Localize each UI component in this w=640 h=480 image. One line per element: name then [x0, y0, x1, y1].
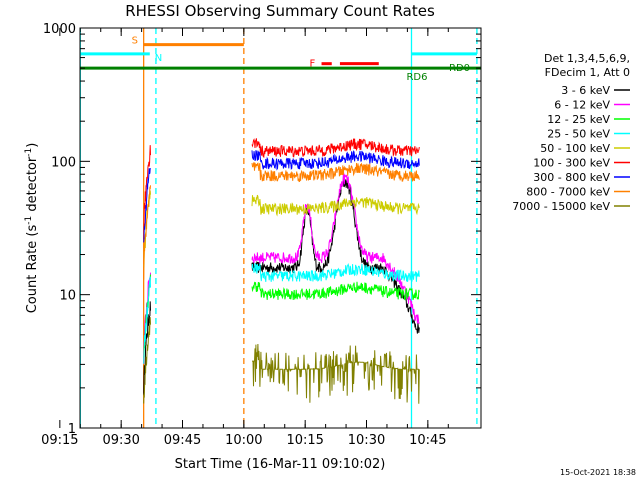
legend-label-0: 3 - 6 keV [561, 84, 610, 97]
label-f: F [310, 59, 316, 70]
label-rd0: RD0 [449, 63, 470, 74]
label-s: S [132, 36, 138, 47]
x-tick-label-2: 09:45 [164, 433, 201, 448]
legend-label-8: 7000 - 15000 keV [512, 200, 610, 213]
label-rd6: RD6 [406, 72, 427, 83]
series-5 [143, 138, 420, 240]
series-6 [143, 150, 420, 243]
x-tick-label-4: 10:15 [286, 433, 323, 448]
label-n: N [155, 53, 162, 64]
series-3 [143, 262, 420, 364]
series-8 [143, 317, 420, 404]
x-tick-label-1: 09:30 [102, 433, 139, 448]
legend-label-2: 12 - 25 keV [547, 113, 610, 126]
legend-label-7: 800 - 7000 keV [526, 186, 610, 199]
y-axis-label: Count Rate (s-1 detector-1) [24, 143, 40, 314]
legend-header-2: FDecim 1, Att 0 [545, 66, 630, 79]
plot-frame [79, 27, 482, 429]
series-4 [143, 190, 420, 268]
legend: Det 1,3,4,5,6,9, FDecim 1, Att 0 3 - 6 k… [512, 52, 630, 213]
footer-date: 15-Oct-2021 18:38 [560, 468, 636, 477]
legend-label-4: 50 - 100 keV [540, 142, 610, 155]
legend-label-3: 25 - 50 keV [547, 128, 610, 141]
chart-title: RHESSI Observing Summary Count Rates [125, 2, 435, 20]
x-tick-label-3: 10:00 [225, 433, 262, 448]
x-tick-label-5: 10:30 [348, 433, 385, 448]
x-tick-label-0: 09:15 [41, 433, 78, 448]
series-7 [143, 162, 420, 280]
legend-header-1: Det 1,3,4,5,6,9, [544, 52, 630, 65]
legend-label-6: 300 - 800 keV [533, 171, 610, 184]
y-tick-label-0: 1 [68, 422, 76, 437]
legend-label-1: 6 - 12 keV [554, 99, 610, 112]
y-tick-label-2: 100 [51, 155, 76, 170]
series-2 [143, 274, 420, 358]
x-tick-label-6: 10:45 [409, 433, 446, 448]
y-tick-label-1: 10 [59, 289, 76, 304]
x-axis-label: Start Time (16-Mar-11 09:10:02) [175, 457, 386, 472]
legend-label-5: 100 - 300 keV [533, 157, 610, 170]
